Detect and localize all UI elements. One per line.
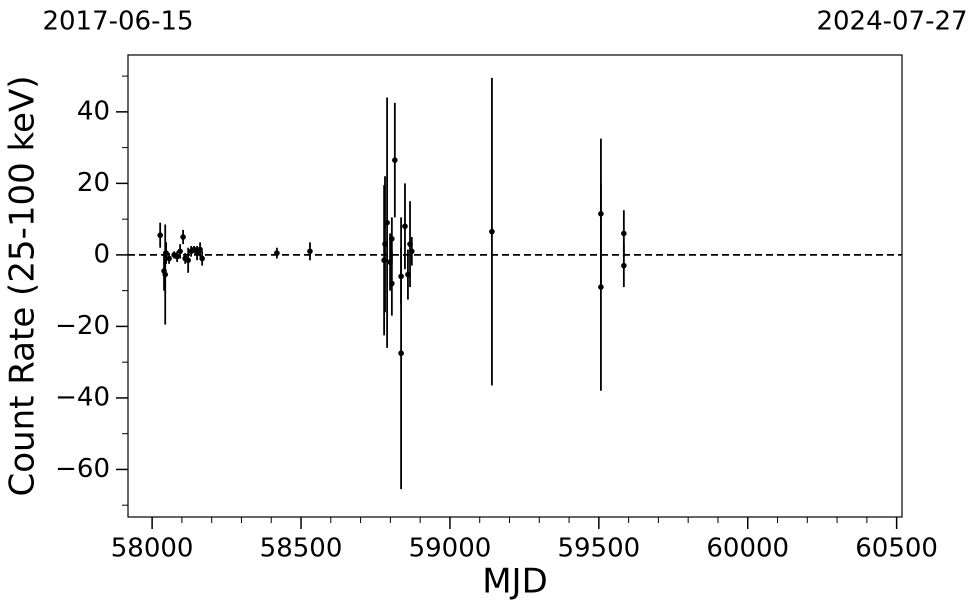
data-point bbox=[409, 248, 415, 255]
plot-frame bbox=[127, 54, 903, 518]
data-point bbox=[157, 232, 163, 239]
data-point bbox=[174, 253, 180, 260]
y-tick-label: 40 bbox=[77, 96, 110, 126]
y-tick-label: −40 bbox=[55, 382, 110, 412]
data-point bbox=[389, 280, 395, 287]
x-tick-label: 58000 bbox=[111, 534, 194, 564]
data-point bbox=[177, 248, 183, 255]
x-tick-label: 60000 bbox=[706, 534, 789, 564]
top-date-label: 2017-06-15 bbox=[42, 7, 193, 37]
data-point bbox=[621, 230, 627, 237]
data-point bbox=[162, 271, 169, 278]
y-tick-label: −20 bbox=[55, 311, 110, 341]
data-point bbox=[274, 250, 280, 256]
top-date-label: 2024-07-27 bbox=[816, 7, 967, 37]
data-point bbox=[598, 284, 604, 290]
data-point bbox=[163, 250, 169, 256]
x-tick-label: 60500 bbox=[855, 534, 938, 564]
data-point bbox=[307, 248, 313, 255]
data-point bbox=[392, 157, 398, 163]
y-axis-label: Count Rate (25-100 keV) bbox=[3, 76, 43, 497]
data-point bbox=[389, 235, 395, 242]
data-point bbox=[197, 246, 203, 253]
x-tick-label: 58500 bbox=[260, 534, 343, 564]
x-tick-label: 59500 bbox=[557, 534, 640, 564]
data-point bbox=[398, 350, 404, 357]
data-point bbox=[180, 234, 186, 240]
data-point bbox=[398, 273, 404, 280]
data-point bbox=[384, 219, 390, 226]
data-point bbox=[166, 255, 172, 262]
x-axis-label: MJD bbox=[482, 562, 548, 602]
data-point bbox=[185, 257, 191, 264]
y-tick-label: −60 bbox=[55, 454, 110, 484]
data-point bbox=[621, 262, 627, 269]
x-tick-label: 59000 bbox=[409, 534, 492, 564]
data-point bbox=[489, 228, 495, 235]
data-point bbox=[402, 223, 408, 230]
y-tick-label: 0 bbox=[93, 239, 110, 269]
data-point bbox=[199, 255, 205, 262]
y-tick-label: 20 bbox=[77, 168, 110, 198]
